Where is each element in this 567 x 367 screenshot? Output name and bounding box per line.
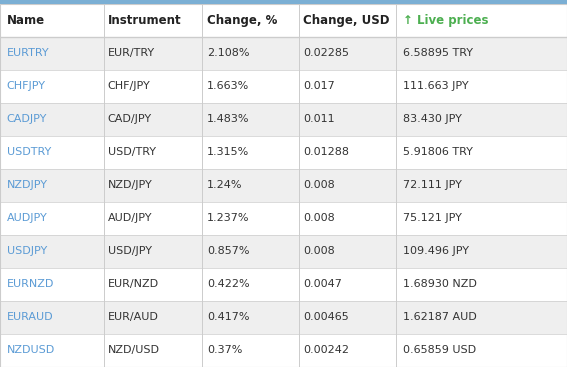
Text: EUR/AUD: EUR/AUD [108, 312, 159, 323]
Bar [0, 268, 567, 301]
Text: 0.02285: 0.02285 [303, 48, 349, 58]
Text: CHF/JPY: CHF/JPY [108, 81, 150, 91]
Bar [0, 103, 567, 136]
Text: 75.121 JPY: 75.121 JPY [403, 213, 462, 224]
Text: CADJPY: CADJPY [7, 114, 47, 124]
Text: 1.62187 AUD: 1.62187 AUD [403, 312, 476, 323]
Text: 0.417%: 0.417% [207, 312, 249, 323]
Text: USD/JPY: USD/JPY [108, 246, 152, 257]
Text: 6.58895 TRY: 6.58895 TRY [403, 48, 472, 58]
Text: EURNZD: EURNZD [7, 279, 54, 290]
Text: 0.008: 0.008 [303, 213, 335, 224]
Text: 109.496 JPY: 109.496 JPY [403, 246, 468, 257]
Text: 0.017: 0.017 [303, 81, 335, 91]
Text: USD/TRY: USD/TRY [108, 147, 156, 157]
Text: 0.0047: 0.0047 [303, 279, 342, 290]
Text: CHFJPY: CHFJPY [7, 81, 46, 91]
Bar [0, 301, 567, 334]
Text: CAD/JPY: CAD/JPY [108, 114, 152, 124]
Text: EURAUD: EURAUD [7, 312, 53, 323]
Text: 0.011: 0.011 [303, 114, 335, 124]
Bar [0, 0, 567, 4]
Text: 1.24%: 1.24% [207, 180, 243, 190]
Text: AUD/JPY: AUD/JPY [108, 213, 152, 224]
Text: 1.663%: 1.663% [207, 81, 249, 91]
Text: ↑ Live prices: ↑ Live prices [403, 14, 488, 27]
Text: 0.008: 0.008 [303, 180, 335, 190]
Bar [0, 235, 567, 268]
Text: 72.111 JPY: 72.111 JPY [403, 180, 462, 190]
Text: EUR/NZD: EUR/NZD [108, 279, 159, 290]
Text: 0.422%: 0.422% [207, 279, 249, 290]
Text: 0.00242: 0.00242 [303, 345, 349, 356]
Bar [0, 37, 567, 70]
Text: 0.008: 0.008 [303, 246, 335, 257]
Bar [0, 169, 567, 202]
Bar [0, 202, 567, 235]
Bar [0, 334, 567, 367]
Text: EURTRY: EURTRY [7, 48, 49, 58]
Text: 1.483%: 1.483% [207, 114, 249, 124]
Text: 2.108%: 2.108% [207, 48, 249, 58]
Text: Name: Name [7, 14, 45, 27]
Text: NZD/USD: NZD/USD [108, 345, 160, 356]
Text: 111.663 JPY: 111.663 JPY [403, 81, 468, 91]
Bar [0, 136, 567, 169]
Text: Instrument: Instrument [108, 14, 181, 27]
Text: USDTRY: USDTRY [7, 147, 51, 157]
Text: 83.430 JPY: 83.430 JPY [403, 114, 462, 124]
Text: NZDUSD: NZDUSD [7, 345, 55, 356]
Text: 1.315%: 1.315% [207, 147, 249, 157]
Text: 0.00465: 0.00465 [303, 312, 349, 323]
Text: 5.91806 TRY: 5.91806 TRY [403, 147, 472, 157]
Bar [0, 4, 567, 37]
Text: 0.65859 USD: 0.65859 USD [403, 345, 476, 356]
Text: Change, %: Change, % [207, 14, 277, 27]
Bar [0, 70, 567, 103]
Text: USDJPY: USDJPY [7, 246, 47, 257]
Text: Change, USD: Change, USD [303, 14, 390, 27]
Text: EUR/TRY: EUR/TRY [108, 48, 155, 58]
Text: 1.68930 NZD: 1.68930 NZD [403, 279, 476, 290]
Text: NZD/JPY: NZD/JPY [108, 180, 153, 190]
Text: AUDJPY: AUDJPY [7, 213, 48, 224]
Text: 0.01288: 0.01288 [303, 147, 349, 157]
Text: 1.237%: 1.237% [207, 213, 249, 224]
Text: 0.37%: 0.37% [207, 345, 242, 356]
Text: 0.857%: 0.857% [207, 246, 249, 257]
Text: NZDJPY: NZDJPY [7, 180, 48, 190]
